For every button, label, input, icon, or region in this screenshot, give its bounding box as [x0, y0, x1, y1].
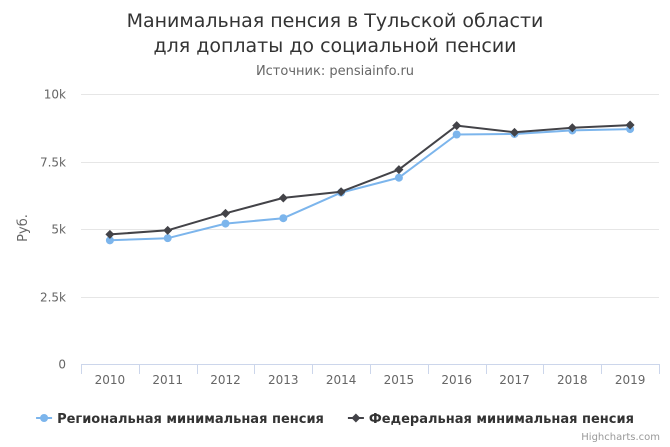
data-point-marker[interactable] — [163, 225, 173, 235]
legend-symbol-marker[interactable] — [40, 414, 49, 422]
series-2 — [105, 120, 635, 239]
data-point-marker[interactable] — [394, 173, 403, 182]
axes: 0 2.5k 5k 7.5k 10k 2010 2011 2012 2013 2014 2015 20… — [40, 88, 660, 387]
series-line[interactable] — [108, 124, 632, 236]
data-point-marker[interactable] — [221, 219, 230, 228]
chart-subtitle: Источник: pensiainfo.ru — [256, 64, 414, 79]
y-tick-label: 2.5k — [40, 291, 66, 305]
y-tick-label: 5k — [51, 223, 66, 237]
grid-lines — [81, 94, 659, 298]
credits-link[interactable]: Highcharts.com — [581, 432, 660, 443]
y-tick-label: 0 — [58, 358, 66, 372]
x-tick-label: 2014 — [326, 373, 357, 387]
x-tick-label: 2013 — [268, 373, 299, 387]
y-tick-label: 10k — [44, 88, 66, 102]
data-point-marker[interactable] — [163, 234, 172, 243]
data-point-marker[interactable] — [336, 187, 346, 197]
legend-label: Региональная минимальная пенсия — [57, 412, 324, 427]
data-point-marker[interactable] — [105, 236, 114, 245]
x-tick-label: 2016 — [441, 373, 472, 387]
chart-title-line-2: для доплаты до социальной пенсии — [153, 35, 516, 57]
x-tick-label: 2012 — [210, 373, 241, 387]
x-tick-label: 2017 — [499, 373, 530, 387]
data-point-marker[interactable] — [105, 229, 115, 239]
x-tick-label: 2010 — [95, 373, 126, 387]
data-point-marker[interactable] — [452, 130, 461, 139]
x-tick-label: 2019 — [615, 373, 646, 387]
legend-item-1[interactable]: Региональная минимальная пенсия — [36, 412, 324, 427]
data-point-marker[interactable] — [279, 214, 288, 223]
chart-title-line-1: Манимальная пенсия в Тульской области — [127, 10, 544, 32]
x-tick-label: 2011 — [152, 373, 183, 387]
data-point-marker[interactable] — [567, 123, 577, 133]
legend-label: Федеральная минимальная пенсия — [369, 412, 634, 427]
y-axis-title: Руб. — [16, 214, 31, 242]
data-point-marker[interactable] — [452, 121, 462, 131]
data-point-marker[interactable] — [510, 127, 519, 137]
data-point-marker[interactable] — [625, 120, 635, 130]
data-point-marker[interactable] — [278, 193, 288, 203]
legend: Региональная минимальная пенсия Федеральн… — [36, 412, 634, 427]
data-point-marker[interactable] — [394, 165, 404, 175]
data-point-marker[interactable] — [221, 208, 230, 218]
x-tick-label: 2018 — [557, 373, 588, 387]
legend-item-2[interactable]: Федеральная минимальная пенсия — [347, 412, 634, 427]
legend-symbol-marker[interactable] — [351, 413, 361, 423]
y-tick-label: 7.5k — [40, 156, 66, 170]
series — [105, 120, 635, 245]
x-tick-label: 2015 — [384, 373, 415, 387]
series-line[interactable] — [108, 128, 632, 242]
